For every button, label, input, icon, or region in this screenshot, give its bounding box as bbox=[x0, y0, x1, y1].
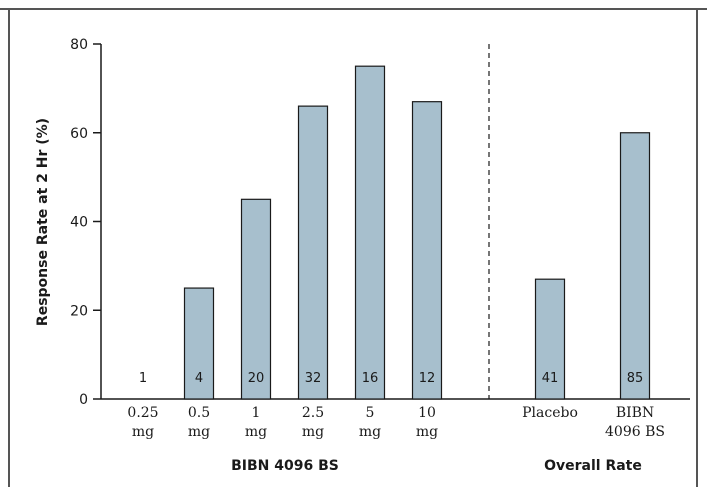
bars bbox=[183, 65, 651, 400]
category-label-line2: mg bbox=[302, 424, 324, 440]
bar-count-label: 16 bbox=[362, 371, 379, 386]
category-label-line2: 4096 BS bbox=[605, 424, 665, 440]
bar-count-label: 12 bbox=[419, 371, 436, 386]
category-label-line2: mg bbox=[188, 424, 210, 440]
bar-count-label: 85 bbox=[627, 371, 644, 386]
category-label-line1: 10 bbox=[418, 405, 436, 421]
bar bbox=[354, 65, 386, 400]
y-axis-title: Response Rate at 2 Hr (%) bbox=[35, 118, 51, 326]
category-label-line1: 5 bbox=[366, 405, 375, 421]
bar-count-label: 20 bbox=[248, 371, 265, 386]
category-label-line1: BIBN bbox=[616, 405, 654, 421]
bar bbox=[534, 278, 566, 400]
category-label-line2: mg bbox=[416, 424, 438, 440]
bar-count-label: 32 bbox=[305, 371, 322, 386]
bar bbox=[411, 101, 443, 400]
group-label: Overall Rate bbox=[544, 458, 642, 474]
group-labels: BIBN 4096 BS Overall Rate bbox=[231, 458, 642, 474]
bar bbox=[183, 287, 215, 400]
category-label-line1: 0.25 bbox=[127, 405, 158, 421]
category-label-line2: mg bbox=[359, 424, 381, 440]
bar bbox=[240, 198, 272, 400]
category-label-line1: 0.5 bbox=[188, 405, 210, 421]
bar bbox=[619, 132, 651, 400]
y-tick-label-60: 60 bbox=[70, 126, 88, 142]
category-label-line1: 1 bbox=[252, 405, 261, 421]
category-label-line1: 2.5 bbox=[302, 405, 324, 421]
bar-count-label: 1 bbox=[139, 371, 147, 386]
category-label-line2: mg bbox=[245, 424, 267, 440]
bar-count-label: 4 bbox=[195, 371, 203, 386]
y-tick-label-20: 20 bbox=[70, 303, 88, 319]
y-tick-label-0: 0 bbox=[79, 392, 88, 408]
y-tick-label-80: 80 bbox=[70, 37, 88, 53]
category-label-line1: Placebo bbox=[522, 405, 578, 421]
bar bbox=[297, 105, 329, 400]
bar-count-label: 41 bbox=[542, 371, 559, 386]
category-labels: 1 0.25 mg 4 0.5 mg 20 1 mg 32 2.5 mg 16 5 mg 12 10 mg 41 Pl… bbox=[127, 371, 665, 440]
group-label: BIBN 4096 BS bbox=[231, 458, 339, 474]
y-ticks: 0 20 40 60 80 bbox=[70, 37, 101, 408]
category-label-line2: mg bbox=[132, 424, 154, 440]
y-tick-label-40: 40 bbox=[70, 215, 88, 231]
